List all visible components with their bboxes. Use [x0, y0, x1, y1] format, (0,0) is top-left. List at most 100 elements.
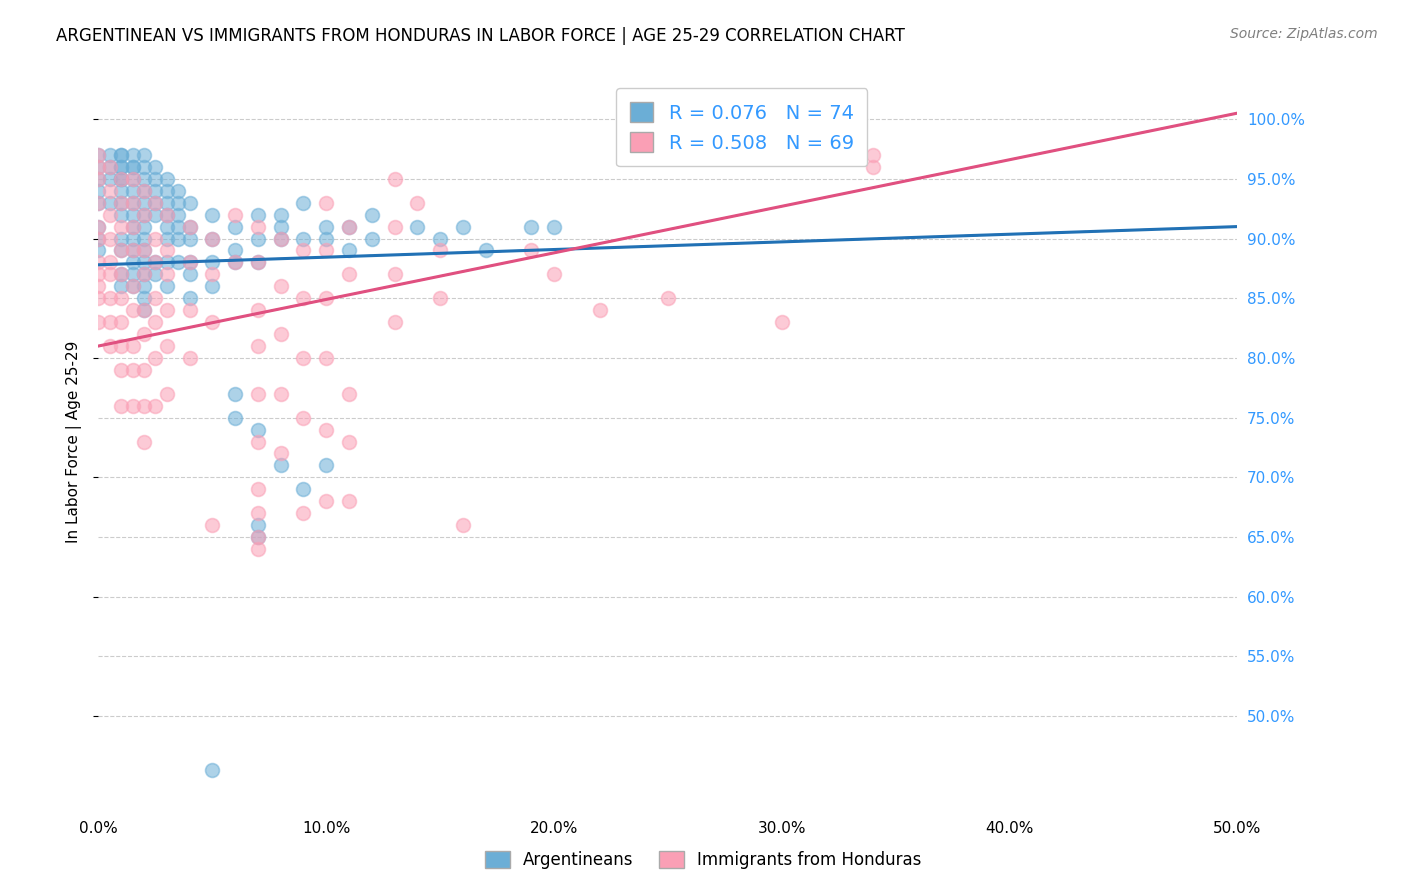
Point [292, 351, 315, 365]
Point [246, 530, 269, 544]
Point [315, 244, 337, 258]
Point [98, 148, 121, 162]
Point [179, 303, 201, 318]
Point [156, 279, 179, 293]
Point [132, 244, 155, 258]
Point [292, 231, 315, 245]
Point [110, 244, 132, 258]
Point [315, 291, 337, 305]
Point [246, 434, 269, 449]
Point [657, 291, 679, 305]
Point [167, 208, 190, 222]
Point [315, 494, 337, 508]
Point [132, 184, 155, 198]
Point [98, 268, 121, 282]
Point [145, 268, 167, 282]
Point [179, 219, 201, 234]
Point [179, 351, 201, 365]
Point [156, 184, 179, 198]
Point [121, 148, 143, 162]
Point [145, 231, 167, 245]
Text: Source: ZipAtlas.com: Source: ZipAtlas.com [1230, 27, 1378, 41]
Point [270, 279, 292, 293]
Point [224, 255, 246, 269]
Point [156, 208, 179, 222]
Point [121, 244, 143, 258]
Point [337, 386, 360, 401]
Point [132, 184, 155, 198]
Point [132, 160, 155, 174]
Point [474, 244, 496, 258]
Point [132, 279, 155, 293]
Point [246, 339, 269, 353]
Point [145, 351, 167, 365]
Point [246, 518, 269, 533]
Point [167, 231, 190, 245]
Point [87, 219, 110, 234]
Point [292, 410, 315, 425]
Point [246, 483, 269, 497]
Point [201, 231, 224, 245]
Point [156, 208, 179, 222]
Point [132, 171, 155, 186]
Point [201, 315, 224, 329]
Point [121, 303, 143, 318]
Point [179, 255, 201, 269]
Point [292, 244, 315, 258]
Point [406, 219, 429, 234]
Point [110, 219, 132, 234]
Point [156, 303, 179, 318]
Point [145, 399, 167, 413]
Point [110, 399, 132, 413]
Point [270, 446, 292, 460]
Point [862, 160, 884, 174]
Point [121, 171, 143, 186]
Point [98, 231, 121, 245]
Point [145, 184, 167, 198]
Point [98, 315, 121, 329]
Point [110, 195, 132, 210]
Point [292, 483, 315, 497]
Text: ARGENTINEAN VS IMMIGRANTS FROM HONDURAS IN LABOR FORCE | AGE 25-29 CORRELATION C: ARGENTINEAN VS IMMIGRANTS FROM HONDURAS … [56, 27, 905, 45]
Point [201, 763, 224, 777]
Point [179, 219, 201, 234]
Point [543, 268, 565, 282]
Point [201, 208, 224, 222]
Point [121, 255, 143, 269]
Point [110, 148, 132, 162]
Point [132, 231, 155, 245]
Point [201, 231, 224, 245]
Point [87, 291, 110, 305]
Point [121, 399, 143, 413]
Point [87, 195, 110, 210]
Point [292, 291, 315, 305]
Point [132, 219, 155, 234]
Point [167, 255, 190, 269]
Point [132, 399, 155, 413]
Point [132, 303, 155, 318]
Point [121, 219, 143, 234]
Point [315, 423, 337, 437]
Point [87, 231, 110, 245]
Point [121, 231, 143, 245]
Point [862, 148, 884, 162]
Point [110, 268, 132, 282]
Point [156, 386, 179, 401]
Point [337, 434, 360, 449]
Point [270, 219, 292, 234]
Point [121, 268, 143, 282]
Point [121, 171, 143, 186]
Point [87, 255, 110, 269]
Legend: R = 0.076   N = 74, R = 0.508   N = 69: R = 0.076 N = 74, R = 0.508 N = 69 [616, 88, 868, 167]
Point [132, 208, 155, 222]
Point [315, 231, 337, 245]
Point [98, 184, 121, 198]
Point [292, 506, 315, 520]
Point [179, 291, 201, 305]
Point [98, 255, 121, 269]
Point [156, 219, 179, 234]
Point [337, 244, 360, 258]
Point [246, 231, 269, 245]
Point [224, 410, 246, 425]
Point [315, 195, 337, 210]
